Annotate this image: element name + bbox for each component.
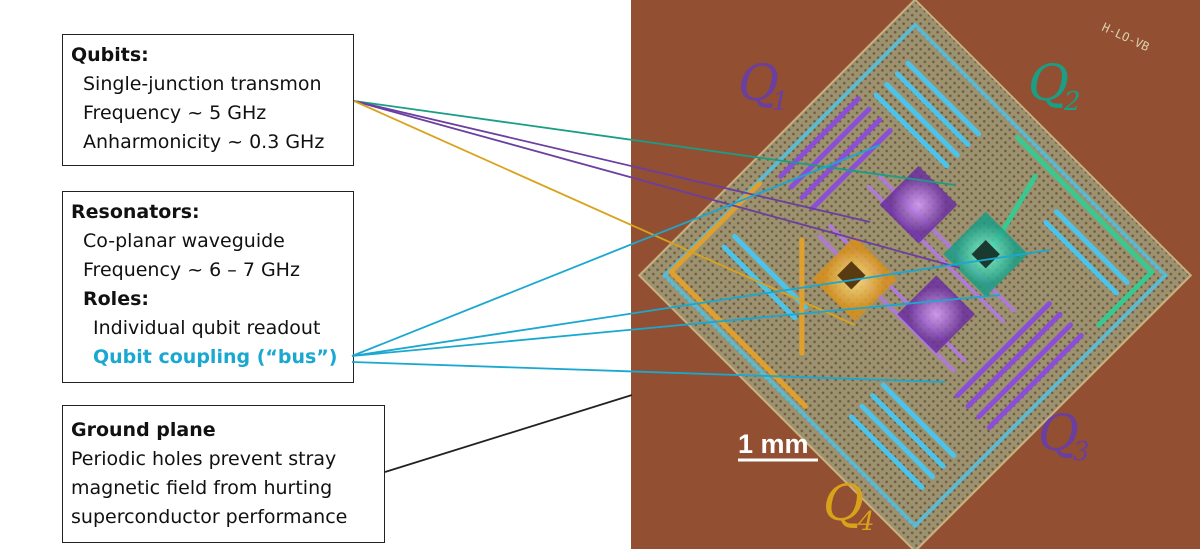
qubits-box: Qubits: Single-junction transmon Frequen… bbox=[62, 34, 354, 166]
roles-title: Roles: bbox=[83, 288, 149, 310]
chip-image: H-LO-VB bbox=[631, 0, 1200, 549]
qubit-anharmonicity: Anharmonicity ~ 0.3 GHz bbox=[83, 131, 325, 153]
resonators-box: Resonators: Co-planar waveguide Frequenc… bbox=[62, 191, 354, 383]
ground-line-2: magnetic field from hurting bbox=[71, 477, 333, 499]
ground-line-3: superconductor performance bbox=[71, 506, 348, 528]
ground-line-1: Periodic holes prevent stray bbox=[71, 448, 337, 470]
ground-title: Ground plane bbox=[71, 419, 216, 441]
resonator-type: Co-planar waveguide bbox=[83, 230, 285, 252]
resonator-frequency: Frequency ~ 6 – 7 GHz bbox=[83, 259, 300, 281]
qubits-title: Qubits: bbox=[71, 44, 149, 66]
role-readout: Individual qubit readout bbox=[93, 317, 321, 339]
leader-ground bbox=[384, 394, 633, 473]
role-bus: Qubit coupling (“bus”) bbox=[93, 346, 338, 368]
resonators-title: Resonators: bbox=[71, 201, 200, 223]
qubit-frequency: Frequency ~ 5 GHz bbox=[83, 102, 267, 124]
ground-plane-box: Ground plane Periodic holes prevent stra… bbox=[62, 405, 385, 543]
qubit-type: Single-junction transmon bbox=[83, 73, 322, 95]
